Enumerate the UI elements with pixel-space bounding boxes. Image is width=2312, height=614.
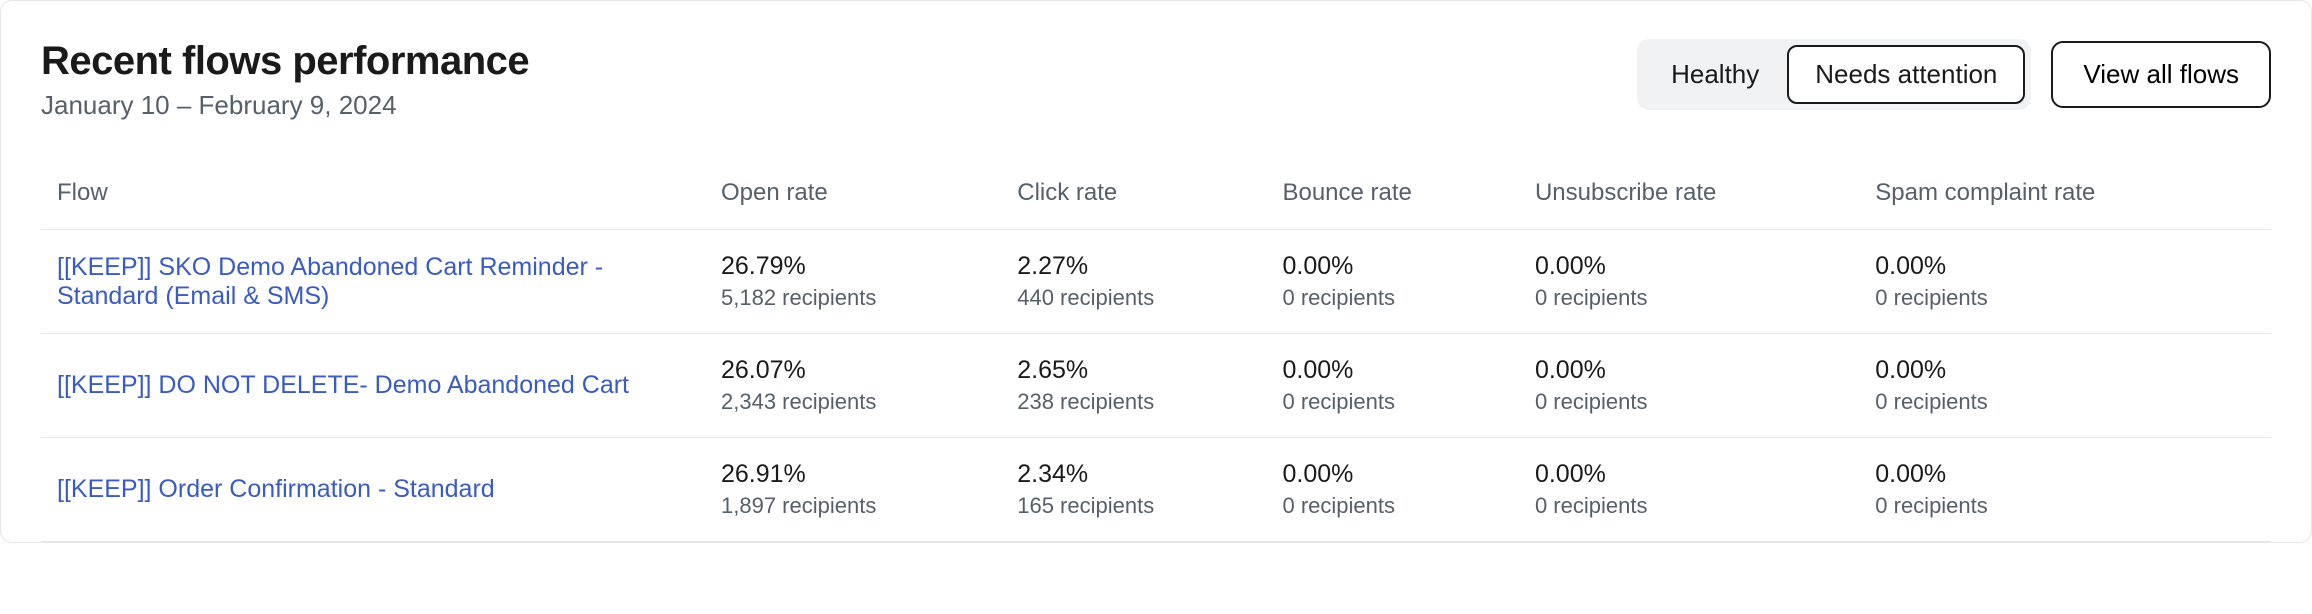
click-rate-value: 2.27% — [1017, 252, 1262, 281]
open-rate-sub: 2,343 recipients — [721, 389, 997, 415]
view-all-flows-button[interactable]: View all flows — [2051, 41, 2271, 108]
table-body: [[KEEP]] SKO Demo Abandoned Cart Reminde… — [41, 230, 2271, 542]
flow-name-link[interactable]: [[KEEP]] SKO Demo Abandoned Cart Reminde… — [57, 253, 603, 310]
unsubscribe-rate-value: 0.00% — [1535, 356, 1855, 385]
col-bounce-rate: Bounce rate — [1272, 179, 1524, 230]
unsubscribe-rate-value: 0.00% — [1535, 460, 1855, 489]
filter-healthy[interactable]: Healthy — [1643, 45, 1787, 104]
filter-needs-attention[interactable]: Needs attention — [1787, 45, 2025, 104]
open-rate-value: 26.79% — [721, 252, 997, 281]
table-row: [[KEEP]] SKO Demo Abandoned Cart Reminde… — [41, 230, 2271, 334]
unsubscribe-rate-sub: 0 recipients — [1535, 389, 1855, 415]
unsubscribe-rate-sub: 0 recipients — [1535, 493, 1855, 519]
bounce-rate-value: 0.00% — [1282, 356, 1514, 385]
spam-rate-sub: 0 recipients — [1875, 389, 2261, 415]
health-filter-segmented: Healthy Needs attention — [1637, 39, 2031, 110]
click-rate-sub: 440 recipients — [1017, 285, 1262, 311]
spam-rate-value: 0.00% — [1875, 356, 2261, 385]
open-rate-value: 26.07% — [721, 356, 997, 385]
flow-name-link[interactable]: [[KEEP]] DO NOT DELETE- Demo Abandoned C… — [57, 371, 629, 399]
header-left: Recent flows performance January 10 – Fe… — [41, 39, 529, 121]
col-click-rate: Click rate — [1007, 179, 1272, 230]
open-rate-sub: 5,182 recipients — [721, 285, 997, 311]
col-open-rate: Open rate — [711, 179, 1007, 230]
col-unsubscribe-rate: Unsubscribe rate — [1525, 179, 1865, 230]
table-header-row: Flow Open rate Click rate Bounce rate Un… — [41, 179, 2271, 230]
open-rate-value: 26.91% — [721, 460, 997, 489]
flows-table: Flow Open rate Click rate Bounce rate Un… — [41, 179, 2271, 542]
click-rate-sub: 165 recipients — [1017, 493, 1262, 519]
bounce-rate-value: 0.00% — [1282, 252, 1514, 281]
bounce-rate-value: 0.00% — [1282, 460, 1514, 489]
click-rate-value: 2.65% — [1017, 356, 1262, 385]
spam-rate-value: 0.00% — [1875, 252, 2261, 281]
click-rate-sub: 238 recipients — [1017, 389, 1262, 415]
col-spam-rate: Spam complaint rate — [1865, 179, 2271, 230]
click-rate-value: 2.34% — [1017, 460, 1262, 489]
bounce-rate-sub: 0 recipients — [1282, 493, 1514, 519]
card-header: Recent flows performance January 10 – Fe… — [41, 39, 2271, 121]
col-flow: Flow — [41, 179, 711, 230]
spam-rate-sub: 0 recipients — [1875, 493, 2261, 519]
bounce-rate-sub: 0 recipients — [1282, 285, 1514, 311]
table-row: [[KEEP]] DO NOT DELETE- Demo Abandoned C… — [41, 334, 2271, 438]
date-range: January 10 – February 9, 2024 — [41, 90, 529, 121]
table-row: [[KEEP]] Order Confirmation - Standard 2… — [41, 438, 2271, 542]
spam-rate-value: 0.00% — [1875, 460, 2261, 489]
bounce-rate-sub: 0 recipients — [1282, 389, 1514, 415]
open-rate-sub: 1,897 recipients — [721, 493, 997, 519]
header-right: Healthy Needs attention View all flows — [1637, 39, 2271, 110]
flows-performance-card: Recent flows performance January 10 – Fe… — [0, 0, 2312, 543]
spam-rate-sub: 0 recipients — [1875, 285, 2261, 311]
card-title: Recent flows performance — [41, 39, 529, 84]
flow-name-link[interactable]: [[KEEP]] Order Confirmation - Standard — [57, 475, 495, 503]
unsubscribe-rate-value: 0.00% — [1535, 252, 1855, 281]
unsubscribe-rate-sub: 0 recipients — [1535, 285, 1855, 311]
